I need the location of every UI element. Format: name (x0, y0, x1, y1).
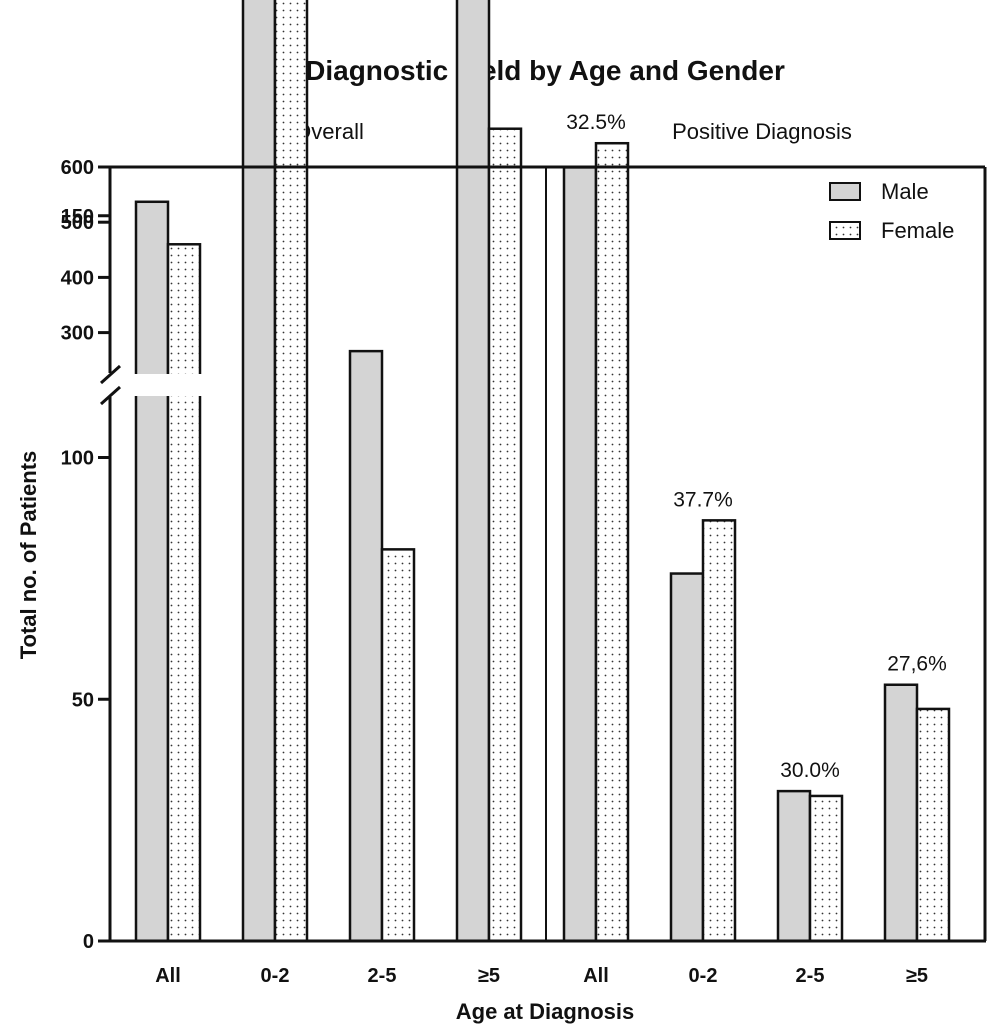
axis-break-mark-bottom (99, 385, 122, 406)
annotations: 32.5% 37.7% 30.0% 27,6% (566, 111, 947, 782)
axis-break-gap (100, 374, 204, 396)
x-tick-label-0-1: 0-2 (261, 965, 290, 987)
x-tick-labels: All 0-2 2-5 ≥5 All 0-2 2-5 ≥5 (155, 965, 928, 987)
legend-label-female: Female (881, 218, 954, 243)
y-axis-label: Total no. of Patients (16, 451, 41, 660)
bar-male-1-0 (562, 166, 598, 943)
bar-male-0-2 (348, 349, 384, 943)
x-tick-label-0-3: ≥5 (478, 965, 500, 987)
bar-female-1-3 (915, 707, 951, 943)
annotation-1-3: 27,6% (887, 653, 947, 676)
bar-male-1-2 (776, 789, 812, 943)
annotation-1-1: 37.7% (673, 488, 733, 511)
x-tick-label-0-0: All (155, 965, 181, 987)
x-tick-label-1-2: 2-5 (796, 965, 825, 987)
x-tick-label-1-0: All (583, 965, 609, 987)
legend-label-male: Male (881, 179, 929, 204)
bar-male-1-3 (883, 683, 919, 943)
legend-swatch-male (829, 182, 861, 201)
y-tick-label-7: 500 (61, 212, 94, 234)
bars-layer (134, 0, 951, 943)
bar-male-0-0 (134, 200, 170, 943)
y-tick-label-3: 150 (61, 206, 94, 228)
bar-female-1-1 (701, 519, 737, 943)
y-tick-label-6: 400 (61, 267, 94, 289)
bar-female-1-2 (808, 794, 844, 943)
bar-female-0-1 (273, 0, 309, 943)
y-tick-label-8: 600 (61, 157, 94, 179)
bar-male-0-1 (241, 0, 277, 943)
y-tick-label-5: 300 (61, 323, 94, 345)
bar-male-0-3 (455, 0, 491, 943)
y-tick-label-1: 50 (72, 689, 94, 711)
panel-title-positive: Positive Diagnosis (672, 119, 852, 144)
bar-female-0-0 (166, 243, 202, 943)
legend-swatch-female (829, 221, 861, 240)
chart-title: Diagnostic Yield by Age and Gender (305, 55, 785, 86)
x-tick-label-1-3: ≥5 (906, 965, 928, 987)
y-tick-label-0: 0 (83, 931, 94, 953)
bar-female-0-3 (487, 127, 523, 943)
x-tick-label-0-2: 2-5 (368, 965, 397, 987)
x-axis-label: Age at Diagnosis (456, 999, 634, 1024)
bar-female-1-0 (594, 141, 630, 943)
annotation-1-2: 30.0% (780, 759, 840, 782)
axis-break-mark-top (99, 364, 122, 385)
annotation-1-0: 32.5% (566, 111, 626, 134)
bar-male-1-1 (669, 572, 705, 943)
y-tick-label-2: 100 (61, 448, 94, 470)
y-ticks: 050100150200300400500600 (61, 157, 110, 953)
x-tick-label-1-1: 0-2 (689, 965, 718, 987)
legend: Male Female (829, 179, 954, 243)
bar-female-0-2 (380, 548, 416, 943)
